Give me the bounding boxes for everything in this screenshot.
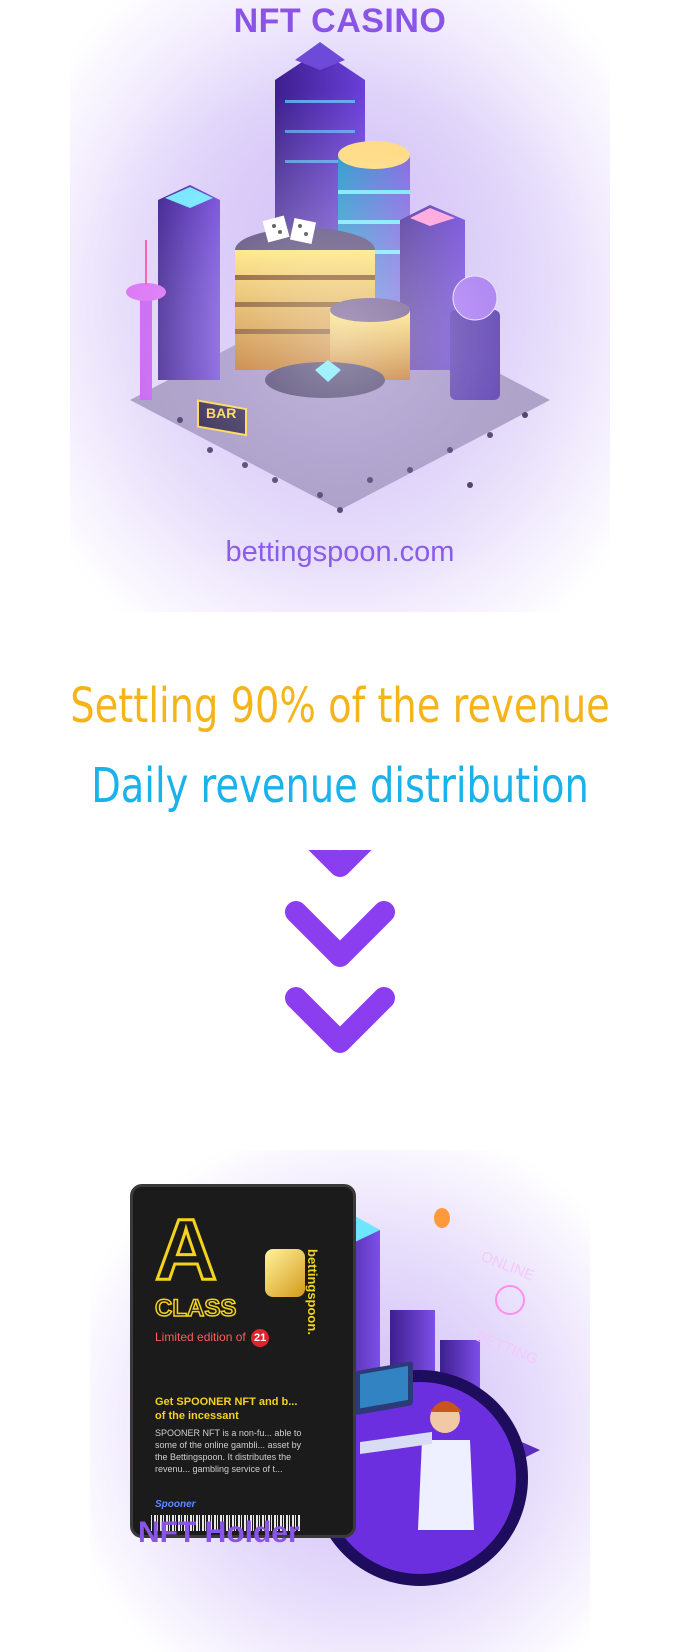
card-site-vertical: bettingspoon. bbox=[305, 1249, 320, 1335]
nft-holder-illustration: ONLINE BETTING A CLASS Limited edition o… bbox=[90, 1150, 590, 1652]
chevron-down-icon bbox=[308, 850, 372, 877]
online-betting-neon-sign: ONLINE BETTING bbox=[474, 1248, 541, 1368]
casino-site-url: bettingspoon.com bbox=[225, 536, 455, 568]
neon-sign-betting: BETTING bbox=[474, 1328, 541, 1368]
nft-casino-illustration: NFT CASINO bbox=[70, 0, 610, 612]
chevron-down-icon bbox=[285, 987, 395, 1053]
card-body-text: SPOONER NFT is a non-fu... able to some … bbox=[155, 1428, 302, 1474]
hot-air-balloon-icon bbox=[434, 1208, 450, 1228]
headline-daily-distribution: Daily revenue distribution bbox=[91, 758, 589, 814]
headline-revenue-settling: Settling 90% of the revenue bbox=[70, 678, 610, 734]
card-class-word: CLASS bbox=[154, 1294, 237, 1323]
casino-title: NFT CASINO bbox=[233, 2, 447, 40]
casino-city-art: BAR bbox=[70, 40, 610, 540]
card-limited-edition: Limited edition of 21 bbox=[155, 1329, 270, 1347]
barcode-icon bbox=[151, 1515, 301, 1531]
card-brand: Spooner bbox=[155, 1499, 196, 1510]
sports-ball-icon bbox=[495, 1285, 525, 1315]
chevron-down-icon bbox=[285, 901, 395, 967]
nft-holder-label: NFT Holder bbox=[138, 1516, 300, 1549]
neon-sign-online: ONLINE bbox=[479, 1248, 537, 1285]
card-class-letter: A bbox=[153, 1202, 218, 1298]
card-chip-icon bbox=[265, 1249, 305, 1297]
card-limited-number: 21 bbox=[251, 1329, 270, 1347]
flow-arrows bbox=[285, 850, 395, 1053]
nft-class-card: A CLASS Limited edition of 21 bettingspo… bbox=[130, 1184, 356, 1538]
holder-avatar bbox=[312, 1361, 528, 1586]
card-headline: Get SPOONER NFT and b... of the incessan… bbox=[155, 1396, 298, 1422]
card-limited-text: Limited edition of bbox=[155, 1330, 246, 1345]
